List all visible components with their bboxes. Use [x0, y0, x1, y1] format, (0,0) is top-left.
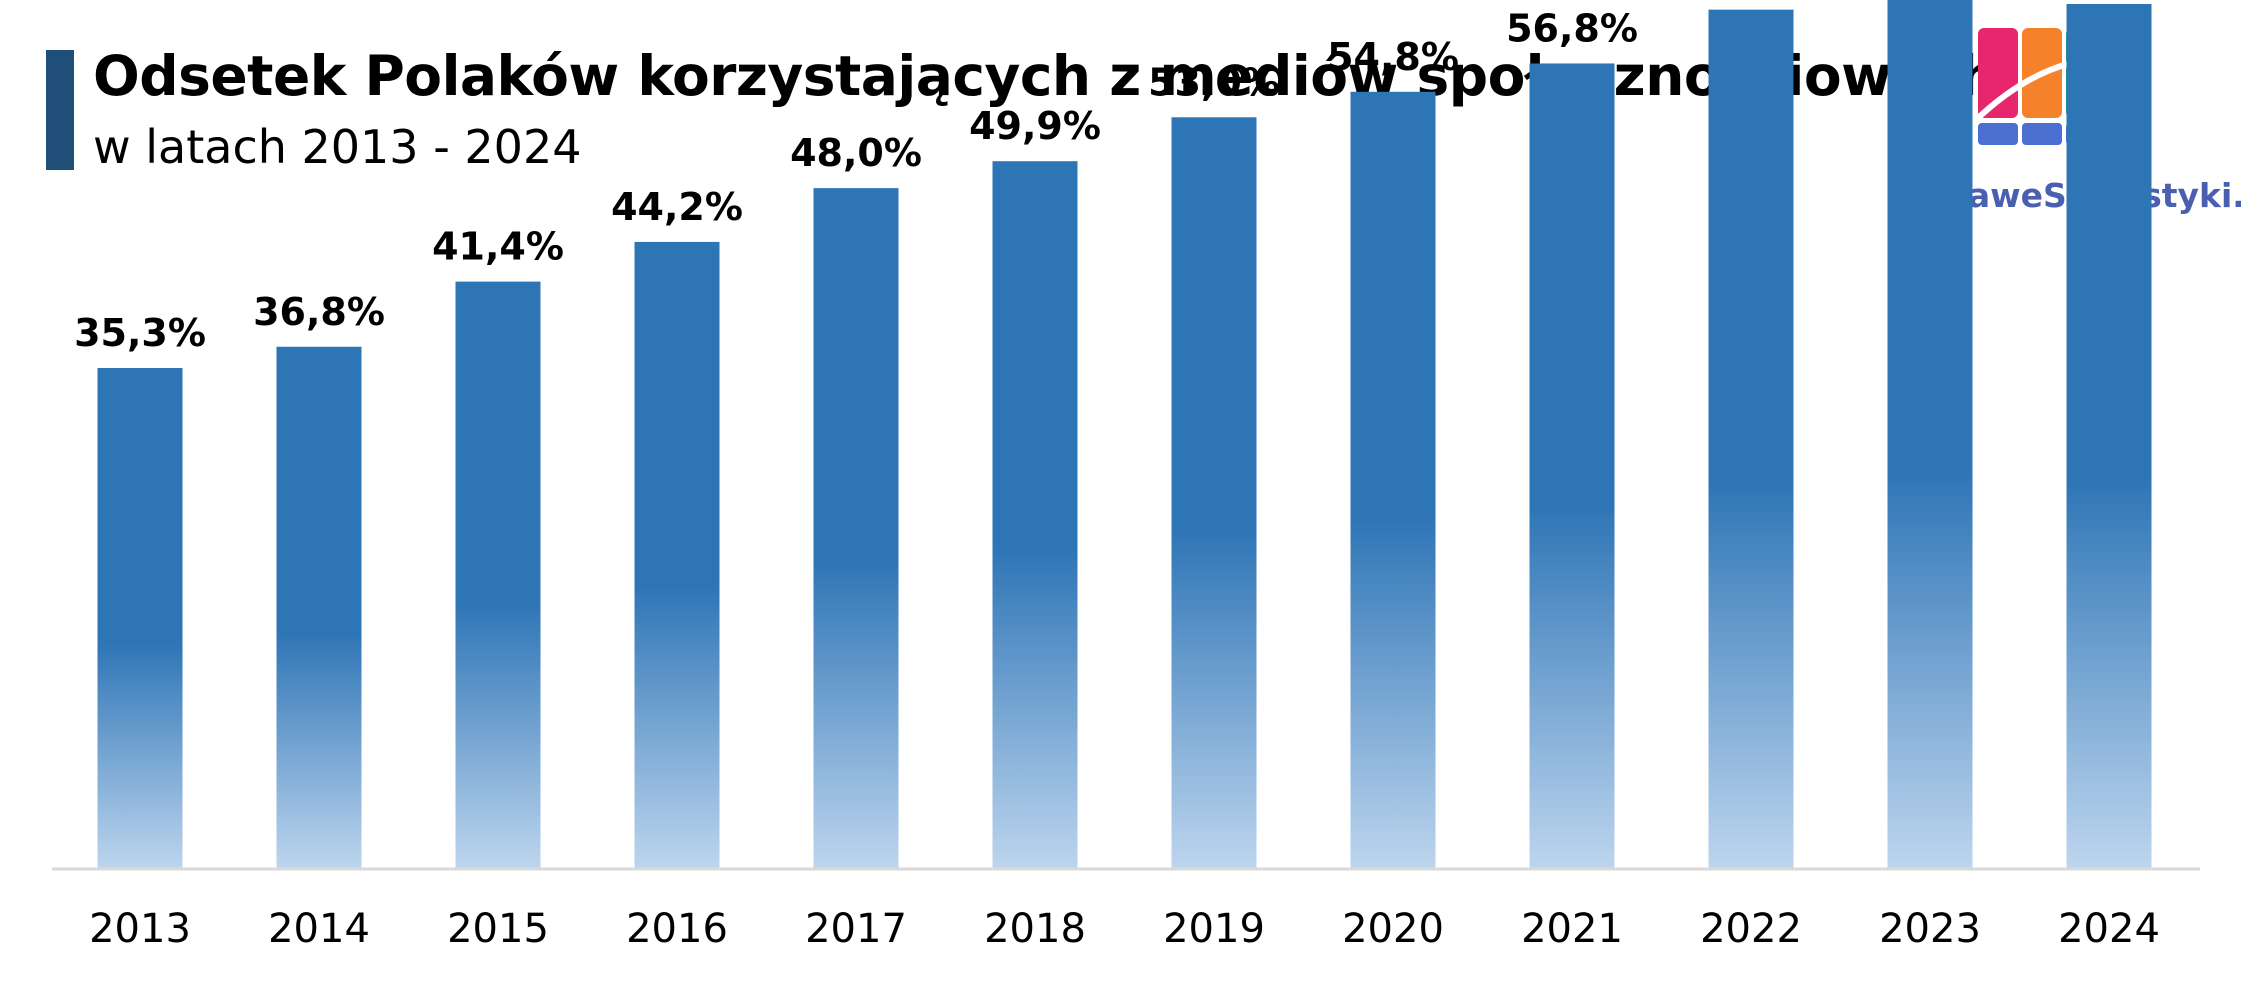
x-tick-label-2023: 2023 [1879, 906, 1981, 952]
x-tick-label-2015: 2015 [447, 906, 549, 952]
bar-2022 [1708, 9, 1794, 868]
x-tick-label-2021: 2021 [1521, 906, 1623, 952]
data-label-2016: 44,2% [611, 185, 743, 229]
data-label-2021: 56,8% [1506, 6, 1638, 50]
bar-2015 [455, 281, 541, 868]
bar-2023 [1887, 0, 1973, 869]
data-label-2018: 49,9% [969, 104, 1101, 148]
chart-subtitle: w latach 2013 - 2024 [93, 120, 582, 174]
x-tick-label-2022: 2022 [1700, 906, 1802, 952]
data-label-2020: 54,8% [1327, 35, 1459, 79]
bar-2020 [1350, 91, 1436, 869]
x-tick-label-2018: 2018 [984, 906, 1086, 952]
data-label-2013: 35,3% [74, 311, 206, 355]
chart-title: Odsetek Polaków korzystających z mediów … [93, 44, 1998, 108]
bar-2018 [992, 161, 1078, 869]
x-tick-label-2014: 2014 [268, 906, 370, 952]
data-label-2017: 48,0% [790, 131, 922, 175]
x-tick-label-2016: 2016 [626, 906, 728, 952]
bar-2013 [97, 368, 183, 868]
x-tick-label-2019: 2019 [1163, 906, 1265, 952]
data-label-2014: 36,8% [253, 290, 385, 334]
bar-2016 [634, 241, 720, 868]
bar-2021 [1529, 63, 1615, 869]
x-tick-label-2020: 2020 [1342, 906, 1444, 952]
bar-2024 [2066, 3, 2152, 868]
x-tick-label-2024: 2024 [2058, 906, 2160, 952]
x-tick-label-2013: 2013 [89, 906, 191, 952]
data-label-2015: 41,4% [432, 225, 564, 269]
data-label-2019: 53,0% [1148, 60, 1280, 104]
bar-2017 [813, 188, 899, 869]
bar-2014 [276, 346, 362, 868]
title-accent-bar [46, 50, 74, 170]
bar-2019 [1171, 117, 1257, 868]
x-tick-label-2017: 2017 [805, 906, 907, 952]
